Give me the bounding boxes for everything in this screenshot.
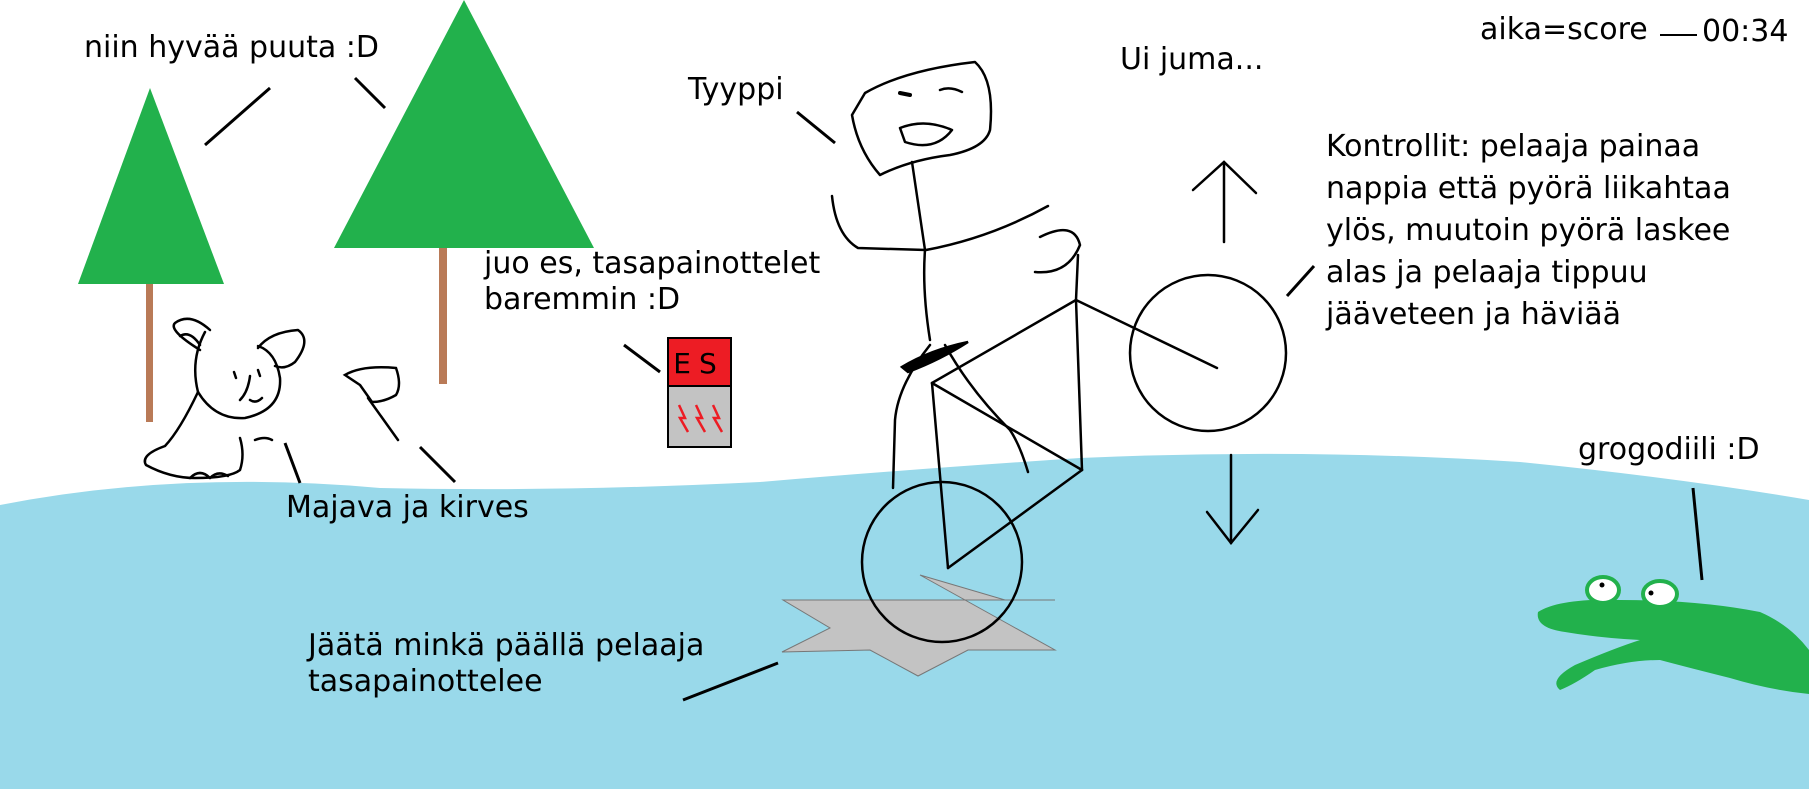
tree-pointer-line (353, 76, 387, 110)
trees-label: niin hyvää puuta :D (84, 30, 380, 65)
axe-pointer-line (418, 445, 457, 484)
bicycle[interactable] (860, 228, 1288, 644)
large-tree (334, 0, 594, 384)
beaver-pointer-line (283, 442, 302, 484)
bicycle-bottom-wheel (860, 480, 1024, 644)
controls-label: Kontrollit: pelaaja painaa nappia että p… (1326, 126, 1731, 336)
controls-label-line: alas ja pelaaja tippuu (1326, 255, 1648, 290)
beaver (143, 317, 306, 480)
up-arrow-icon (1191, 160, 1258, 244)
ice-floe[interactable] (781, 574, 1057, 677)
can-pointer-line (623, 343, 661, 374)
timer-display: 00:34 (1702, 14, 1789, 49)
crocodile-eye (1585, 575, 1621, 605)
ice-label: Jäätä minkä päällä pelaaja tasapainottel… (308, 628, 704, 700)
energy-drink-label: juo es, tasapainottelet baremmin :D (484, 246, 820, 318)
crocodile-eye (1641, 579, 1679, 609)
controls-label-line: ylös, muutoin pyörä laskee (1326, 213, 1731, 248)
crocodile-pointer-line (1691, 487, 1704, 581)
bicycle-top-wheel (1128, 273, 1288, 433)
controls-label-line: Kontrollit: pelaaja painaa (1326, 129, 1701, 164)
controls-label-line: nappia että pyörä liikahtaa (1326, 171, 1731, 206)
can-logo: ES (673, 347, 724, 380)
score-label: aika=score (1480, 12, 1648, 47)
energy-drink-label-line: baremmin :D (484, 282, 681, 317)
axe (342, 366, 401, 442)
ice-label-line: Jäätä minkä päällä pelaaja (308, 628, 705, 663)
down-arrow-icon (1205, 453, 1260, 546)
player-label: Tyyppi (688, 72, 784, 107)
energy-drink-label-line: juo es, tasapainottelet (484, 246, 821, 281)
ice-pointer-line (682, 661, 779, 702)
crocodile-label: grogodiili :D (1578, 432, 1760, 467)
lightning-icon (677, 404, 690, 433)
player-stick-figure (830, 60, 1050, 490)
lightning-icon (694, 404, 707, 433)
small-tree (78, 88, 224, 422)
energy-drink-can[interactable]: ES (667, 337, 732, 448)
player-head (850, 60, 993, 177)
controls-pointer-line (1285, 264, 1316, 298)
player-pointer-line (796, 110, 836, 145)
exclaim-label: Ui juma... (1120, 42, 1264, 77)
lightning-icon (711, 404, 724, 433)
ice-label-line: tasapainottelee (308, 664, 543, 699)
crocodile (1537, 575, 1809, 694)
tree-pointer-line (204, 86, 271, 147)
controls-label-line: jääveteen ja häviää (1326, 297, 1622, 332)
beaver-axe-label: Majava ja kirves (286, 490, 529, 525)
